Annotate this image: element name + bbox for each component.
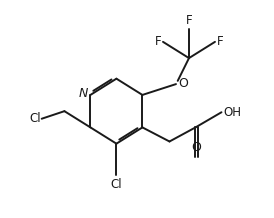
Text: F: F [155,35,161,48]
Text: F: F [186,14,192,27]
Text: O: O [179,77,189,90]
Text: OH: OH [223,106,241,119]
Text: N: N [78,87,88,100]
Text: Cl: Cl [29,112,41,125]
Text: F: F [217,35,223,48]
Text: O: O [192,141,201,155]
Text: Cl: Cl [111,178,122,191]
